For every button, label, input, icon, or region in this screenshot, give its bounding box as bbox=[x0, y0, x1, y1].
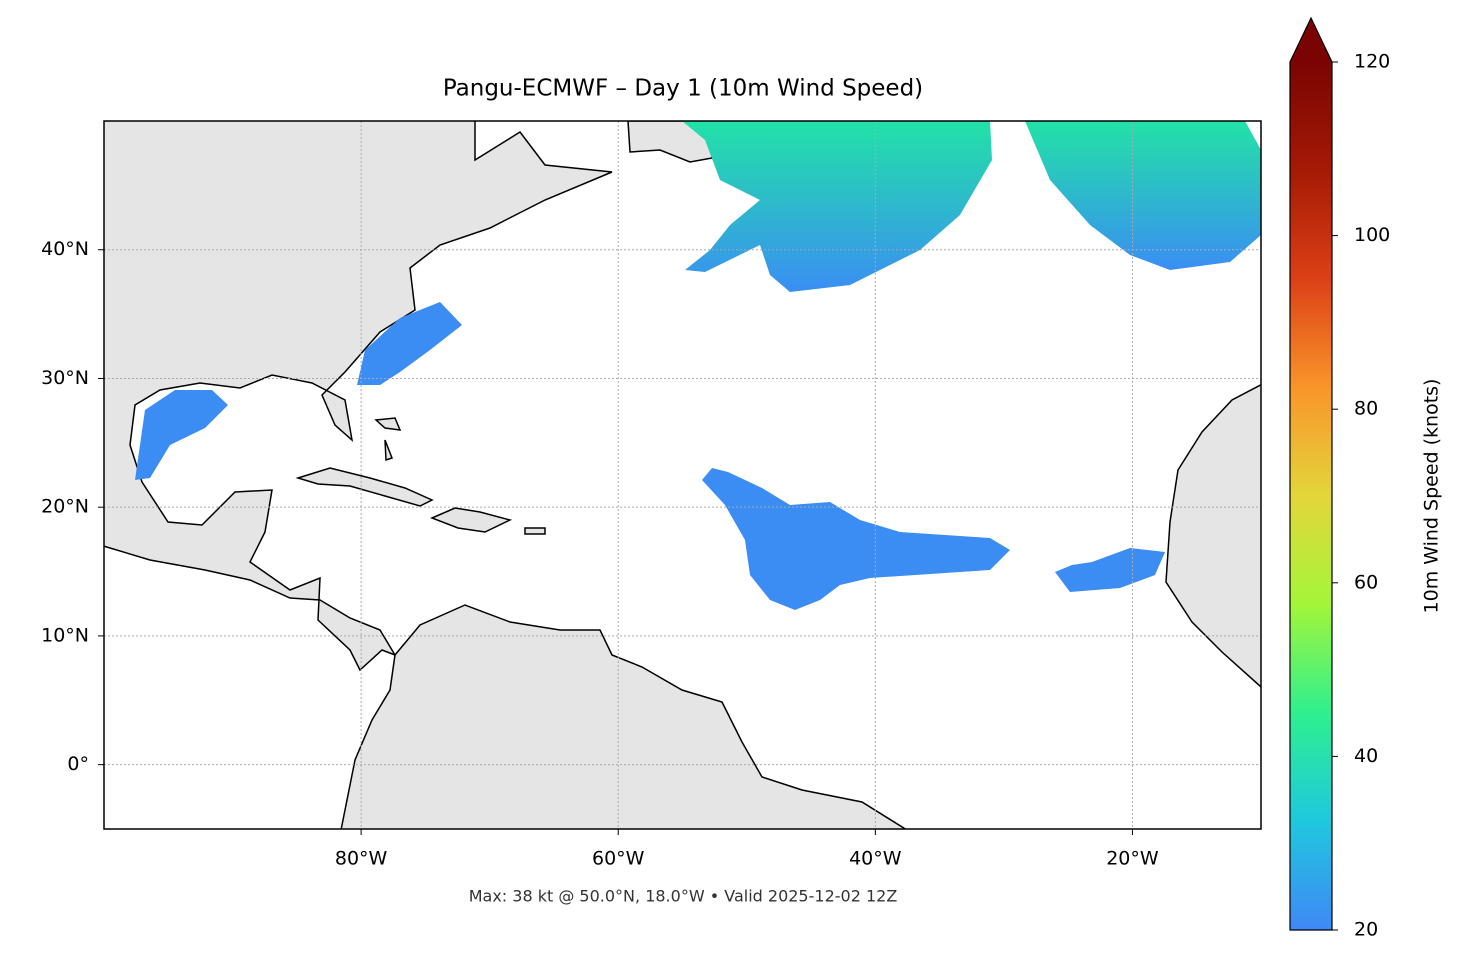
x-tick-label: 40°W bbox=[849, 848, 902, 870]
wind-north-atlantic-west bbox=[682, 121, 992, 292]
y-tick-label: 40°N bbox=[41, 238, 89, 260]
x-tick-label: 20°W bbox=[1106, 848, 1159, 870]
y-tick-label: 20°N bbox=[41, 496, 89, 518]
colorbar-tick-label: 100 bbox=[1354, 224, 1390, 246]
newfoundland bbox=[627, 121, 713, 163]
south-america bbox=[340, 604, 907, 829]
colorbar-tick-label: 80 bbox=[1354, 398, 1378, 420]
puerto-rico bbox=[524, 527, 546, 535]
colorbar-tick-label: 120 bbox=[1354, 51, 1390, 73]
y-tick-label: 10°N bbox=[41, 624, 89, 646]
wind-north-atlantic-east bbox=[1025, 121, 1261, 270]
wind-carolinas bbox=[357, 302, 462, 385]
bahamas bbox=[374, 417, 402, 462]
colorbar-outline bbox=[1289, 16, 1333, 931]
footnote: Max: 38 kt @ 50.0°N, 18.0°W • Valid 2025… bbox=[469, 887, 898, 906]
wind-trades-east bbox=[1055, 548, 1165, 592]
graticule bbox=[104, 121, 1261, 829]
hispaniola bbox=[430, 507, 513, 533]
colorbar-tick-label: 60 bbox=[1354, 571, 1378, 593]
y-tick-label: 0° bbox=[67, 753, 89, 775]
colorbar-tick-label: 20 bbox=[1354, 919, 1378, 941]
colorbar: 20 40 60 80 100 120 10m Wind Speed (knots) bbox=[1289, 16, 1443, 941]
cuba bbox=[295, 467, 434, 507]
north-america bbox=[104, 121, 613, 672]
wind-gulf-of-mexico bbox=[135, 390, 228, 480]
colorbar-fill bbox=[1290, 62, 1332, 930]
map-layer bbox=[104, 121, 1261, 829]
x-tick-label: 80°W bbox=[335, 848, 388, 870]
colorbar-label: 10m Wind Speed (knots) bbox=[1421, 379, 1443, 614]
map-title: Pangu-ECMWF – Day 1 (10m Wind Speed) bbox=[443, 76, 923, 102]
y-tick-label: 30°N bbox=[41, 367, 89, 389]
africa bbox=[1165, 383, 1261, 688]
colorbar-tick-label: 40 bbox=[1354, 745, 1378, 767]
wind-trades-central bbox=[702, 468, 1010, 610]
map-frame bbox=[103, 120, 1262, 830]
colorbar-extend bbox=[1290, 18, 1332, 62]
x-tick-label: 60°W bbox=[592, 848, 645, 870]
